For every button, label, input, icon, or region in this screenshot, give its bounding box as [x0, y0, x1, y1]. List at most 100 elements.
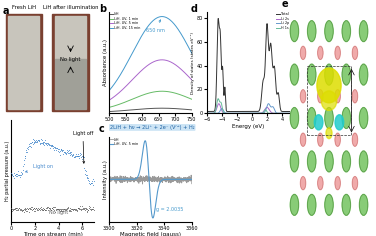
Point	[71, 207, 77, 211]
Point	[67, 152, 73, 155]
Point	[17, 208, 23, 212]
Point	[33, 138, 39, 142]
Point	[50, 206, 56, 210]
Point	[26, 206, 32, 210]
Point	[80, 155, 86, 158]
Legend: Total, Li 2s, Li 2p, H 1s: Total, Li 2s, Li 2p, H 1s	[276, 13, 289, 30]
Text: 650 nm: 650 nm	[146, 20, 165, 33]
Point	[52, 148, 58, 152]
Point	[47, 208, 53, 212]
Circle shape	[325, 151, 333, 172]
Ellipse shape	[321, 91, 337, 110]
Point	[65, 209, 71, 212]
Point	[76, 152, 82, 156]
Bar	[53, 14, 89, 111]
Point	[83, 173, 89, 177]
Circle shape	[300, 90, 306, 103]
Point	[66, 208, 72, 212]
Point	[21, 210, 27, 214]
Point	[65, 150, 71, 153]
Li 2s	[258, 112, 262, 115]
Li 2s	[287, 112, 292, 115]
Point	[78, 208, 84, 212]
Text: 2LiH + hν → 2Li⁺ + 2e⁻ (Vᴴᴱ) + H₂: 2LiH + hν → 2Li⁺ + 2e⁻ (Vᴴᴱ) + H₂	[110, 125, 195, 130]
Li 2p	[287, 112, 292, 115]
Point	[45, 142, 51, 146]
Point	[28, 207, 34, 211]
Point	[17, 173, 23, 177]
Li 2p	[266, 102, 271, 105]
Point	[40, 208, 46, 211]
Point	[67, 150, 73, 153]
Point	[88, 181, 94, 185]
Li 2s	[209, 112, 214, 115]
LiH, UV, 5 min	[107, 178, 111, 181]
Point	[79, 157, 85, 161]
Point	[81, 208, 87, 211]
Point	[32, 139, 38, 143]
Total	[276, 91, 280, 94]
Point	[65, 206, 71, 210]
Point	[51, 208, 57, 212]
Point	[9, 207, 15, 211]
Text: ---: ---	[355, 99, 359, 103]
Point	[87, 205, 93, 209]
Circle shape	[359, 151, 368, 172]
Point	[83, 207, 89, 211]
Point	[80, 207, 86, 211]
Point	[29, 206, 35, 209]
Ellipse shape	[326, 128, 332, 139]
Circle shape	[290, 64, 299, 85]
Point	[66, 148, 72, 152]
Point	[53, 147, 59, 150]
Point	[21, 159, 27, 162]
Point	[19, 208, 25, 212]
Point	[21, 154, 27, 158]
Point	[37, 206, 43, 209]
Point	[14, 172, 20, 176]
Point	[22, 156, 28, 160]
Point	[84, 207, 90, 211]
Y-axis label: Absorbance (a.u.): Absorbance (a.u.)	[103, 39, 108, 86]
Li 2p	[253, 112, 257, 115]
Point	[25, 145, 31, 149]
Circle shape	[335, 177, 340, 190]
Point	[54, 207, 60, 211]
LiH	[157, 179, 162, 182]
Point	[80, 155, 86, 159]
Point	[43, 208, 49, 212]
Point	[34, 139, 40, 143]
Point	[83, 206, 89, 210]
Circle shape	[335, 90, 340, 103]
Point	[36, 139, 42, 142]
Circle shape	[290, 151, 299, 172]
Point	[8, 206, 14, 210]
Point	[15, 169, 21, 173]
Circle shape	[359, 21, 368, 42]
Point	[69, 153, 75, 157]
Point	[34, 208, 40, 212]
Text: c: c	[99, 124, 105, 134]
Li 2p	[267, 104, 272, 106]
Point	[45, 208, 51, 212]
Point	[63, 151, 69, 155]
Point	[8, 171, 14, 175]
Point	[24, 150, 30, 154]
Point	[47, 143, 53, 146]
Point	[19, 209, 25, 213]
Point	[55, 207, 61, 211]
Point	[23, 210, 29, 213]
Point	[39, 142, 45, 146]
Point	[16, 206, 22, 209]
Point	[86, 179, 92, 183]
Point	[83, 169, 89, 173]
LiH, UV, 5 min	[170, 178, 174, 181]
Point	[45, 206, 52, 210]
Line: H 1s: H 1s	[207, 99, 290, 113]
Point	[78, 152, 84, 156]
Point	[77, 151, 83, 155]
Point	[70, 207, 76, 211]
Bar	[55, 16, 86, 59]
Point	[82, 206, 88, 210]
Point	[73, 154, 79, 158]
